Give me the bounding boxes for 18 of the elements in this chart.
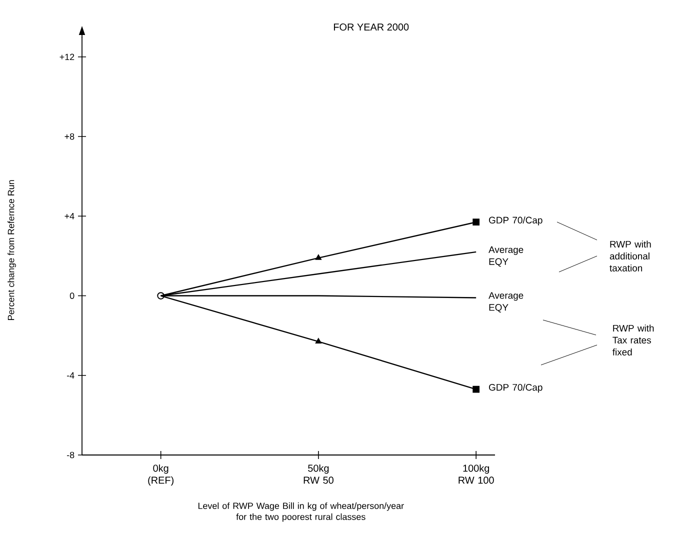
x-tick-label: 50kg RW 50: [304, 464, 334, 484]
y-axis-title: Percent change from Refernce Run: [8, 180, 16, 320]
y-tick-label: -4: [66, 372, 74, 378]
y-tick-label: +12: [60, 54, 74, 60]
y-tick-label: 0: [70, 292, 74, 299]
series-label: Average EQY: [488, 246, 524, 267]
text: RWP with Tax rates fixed: [612, 324, 654, 356]
chart-title: FOR YEAR 2000: [334, 24, 409, 31]
x-tick-label: 100kg RW 100: [458, 464, 494, 484]
x-axis-title: Level of RWP Wage Bill in kg of wheat/person/year for the two poorest rural classes: [198, 502, 404, 522]
y-tick-label: -8: [66, 452, 74, 458]
text: RWP with additional taxation: [610, 240, 651, 272]
y-tick-label: +8: [64, 133, 74, 140]
series-label: GDP 70/Cap: [489, 384, 542, 393]
y-tick-label: +4: [64, 213, 74, 220]
x-tick-label: 0kg (REF): [148, 464, 174, 486]
series-label: Average EQY: [488, 292, 524, 312]
series-label: GDP 70/Cap: [489, 216, 542, 226]
